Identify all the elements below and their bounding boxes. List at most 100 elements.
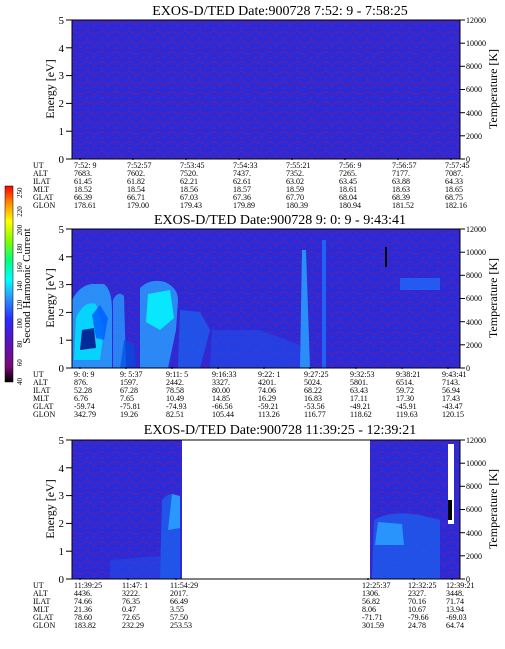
panel-3-y2tick-2: 4000: [466, 529, 482, 538]
panel-2-band: [400, 278, 440, 290]
table-cell: 4201.: [258, 378, 276, 387]
table-cell: 11:54:29: [170, 581, 198, 590]
table-cell: 21.36: [74, 605, 92, 614]
colorbar-tick: 200: [16, 224, 24, 235]
panel-2-ytick-3: 3: [59, 279, 65, 291]
table-cell: 105.44: [212, 410, 234, 419]
panel-2-spike: [322, 240, 326, 368]
panel-3-y2tick-4: 8000: [466, 482, 482, 491]
panel-2-spike: [300, 250, 310, 368]
table-cell: 7:57:45: [445, 161, 469, 170]
panel-1-ytick-5: 5: [59, 15, 65, 27]
table-cell: 7683.: [74, 169, 92, 178]
panel-2-dark-streak: [385, 247, 387, 267]
table-cell: -79.66: [408, 613, 429, 622]
table-cell: 119.63: [396, 410, 418, 419]
table-cell: 63.43: [350, 386, 368, 395]
table-cell: 17.43: [442, 394, 460, 403]
table-cell: 9: 5:37: [120, 370, 142, 379]
table-cell: 67.70: [286, 193, 304, 202]
table-cell: -71.71: [362, 613, 383, 622]
panel-3-row-label: GLON: [33, 621, 55, 630]
table-cell: 64.33: [445, 177, 463, 186]
panel-2-row-label: ALT: [33, 378, 48, 387]
table-cell: 16.29: [258, 394, 276, 403]
panel-2-row-label: ILAT: [33, 386, 50, 395]
table-cell: 7:56: 9: [339, 161, 361, 170]
table-cell: 12:32:25: [408, 581, 436, 590]
table-cell: 67.28: [120, 386, 138, 395]
panel-3-dark-streak: [448, 500, 452, 520]
panel-3-ytick-1: 1: [59, 546, 65, 558]
table-cell: 13.94: [446, 605, 464, 614]
colorbar-tick: 80: [16, 340, 24, 348]
panel-3-ytick-3: 3: [59, 490, 65, 502]
table-cell: 179.89: [233, 201, 255, 210]
panel-1-y2tick-2: 4000: [466, 109, 482, 118]
panel-2-ytick-4: 4: [59, 252, 65, 264]
panel-3: EXOS-D/TED Date:900728 11:39:25 - 12:39:…: [33, 423, 500, 630]
panel-1-y2tick-5: 10000: [466, 39, 486, 48]
table-cell: 63.45: [339, 177, 357, 186]
table-cell: 3327.: [212, 378, 230, 387]
panel-2-y2tick-1: 2000: [466, 341, 482, 350]
table-cell: 7:52:57: [127, 161, 151, 170]
table-cell: 180.94: [339, 201, 361, 210]
panel-3-row-label: ILAT: [33, 597, 50, 606]
table-cell: 74.66: [74, 597, 92, 606]
table-cell: 59.72: [396, 386, 414, 395]
table-cell: -45.91: [396, 402, 417, 411]
table-cell: 183.82: [74, 621, 96, 630]
table-cell: 1306.: [362, 589, 380, 598]
table-cell: 67.36: [233, 193, 251, 202]
table-cell: 3222.: [122, 589, 140, 598]
table-cell: 178.61: [74, 201, 96, 210]
panel-1-y2tick-1: 2000: [466, 132, 482, 141]
table-cell: -75.81: [120, 402, 141, 411]
panel-3-row-label: GLAT: [33, 613, 54, 622]
table-cell: 67.03: [180, 193, 198, 202]
table-cell: 66.71: [127, 193, 145, 202]
panel-2-row-label: GLAT: [33, 402, 54, 411]
table-cell: 61.82: [127, 177, 145, 186]
table-cell: 253.53: [170, 621, 192, 630]
table-cell: 7:54:33: [233, 161, 257, 170]
table-cell: 3.55: [170, 605, 184, 614]
panel-2-mid-region: [120, 340, 136, 368]
table-cell: 181.52: [392, 201, 414, 210]
table-cell: 78.58: [166, 386, 184, 395]
panel-2-y-ticks: 0 1 2 3 4 5: [59, 224, 72, 375]
table-cell: 68.04: [339, 193, 357, 202]
panel-2-plot: [71, 228, 461, 369]
table-cell: 7.65: [120, 394, 134, 403]
panel-3-row-labels: UT ALT ILAT MLT GLAT GLON: [33, 581, 55, 630]
table-cell: 6.76: [74, 394, 88, 403]
table-cell: 5024.: [304, 378, 322, 387]
panel-2-y2-ticks: 0 2000 4000 6000 8000 10000 12000: [460, 225, 486, 373]
table-cell: 8.06: [362, 605, 376, 614]
panel-3-mid-region: [110, 556, 162, 579]
colorbar-gradient: [4, 185, 14, 383]
table-cell: 9:11: 5: [166, 370, 188, 379]
table-cell: 9:32:53: [350, 370, 374, 379]
table-cell: 63.02: [286, 177, 304, 186]
table-cell: 7:56:57: [392, 161, 416, 170]
panel-2-high-region: [92, 305, 108, 340]
table-cell: 17.11: [350, 394, 368, 403]
panel-2-ylabel: Energy [eV]: [43, 268, 57, 327]
table-cell: 180.39: [286, 201, 308, 210]
panel-1-plot: [71, 19, 461, 160]
panel-1-row-label: GLAT: [33, 193, 54, 202]
table-cell: 52.28: [74, 386, 92, 395]
table-cell: 876.: [74, 378, 88, 387]
colorbar: 40 60 80 100 120 140 160 180 200 220 250 Second Ha…: [4, 185, 33, 385]
table-cell: 7437.: [233, 169, 251, 178]
panel-2-row-label: GLON: [33, 410, 55, 419]
panel-2-high-region: [146, 290, 174, 330]
table-cell: 72.65: [122, 613, 140, 622]
panel-2-y2tick-2: 4000: [466, 318, 482, 327]
table-cell: 18.59: [286, 185, 304, 194]
